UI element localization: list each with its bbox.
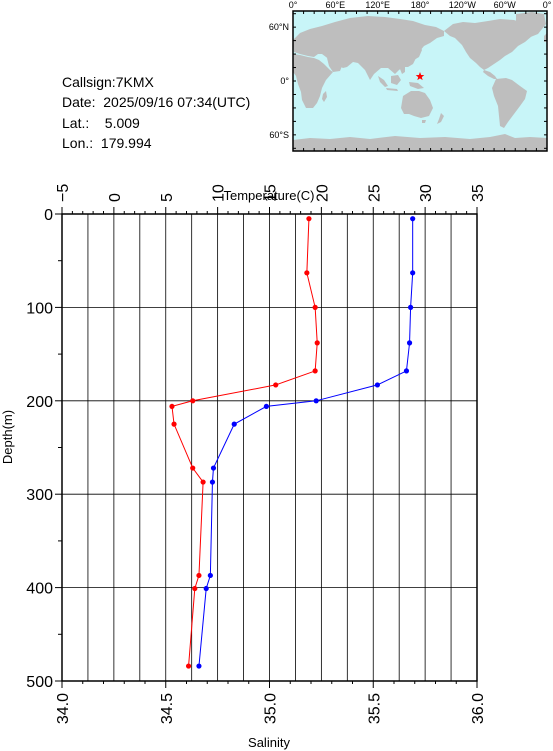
salinity-data-point (169, 403, 175, 410)
land-tasmania (422, 120, 426, 123)
land-north-america (444, 19, 534, 70)
temperature-profile-line (198, 218, 414, 667)
depth-axis-title: Depth(m) (0, 410, 15, 464)
land-new-zealand (437, 113, 444, 124)
land-java (386, 88, 398, 91)
land-arabia (327, 58, 342, 72)
land-south-america (492, 78, 527, 128)
series-layer (169, 216, 416, 669)
land-greenland (516, 12, 546, 38)
map-longitude-label: 0° (543, 0, 552, 10)
land-japan (412, 45, 422, 60)
temperature-data-point (410, 216, 416, 222)
station-star-icon (415, 72, 425, 81)
salinity-data-point (196, 572, 202, 579)
salinity-data-point (190, 398, 196, 404)
temperature-tick-label: 30 (418, 184, 435, 202)
depth-tick-labels: 0 100 200 300 400 500 (26, 207, 53, 691)
salinity-data-point (200, 479, 206, 485)
map-land (293, 12, 547, 151)
temperature-data-point (374, 382, 380, 388)
land-eurasia (293, 16, 444, 80)
chart-minor-ticks (55, 207, 478, 688)
map-longitude-label: 180° (411, 0, 430, 10)
temperature-data-point (403, 368, 410, 374)
land-africa (293, 54, 333, 108)
salinity-data-point (171, 421, 177, 427)
temperature-tick-label: 5 (159, 193, 176, 202)
temperature-tick-label: −5 (55, 184, 72, 202)
world-map: 0° 60°E 120°E 180° 120°W 60°W 0° 60°N 0° 60°S (269, 0, 552, 152)
salinity-tick-label: 34.5 (159, 693, 176, 724)
temperature-data-point (313, 398, 319, 404)
land-sumatra (378, 76, 388, 87)
salinity-data-point (314, 340, 320, 346)
callsign-label: Callsign:7KMX (62, 74, 154, 90)
temperature-tick-label: 20 (314, 184, 331, 202)
map-longitude-label: 120°E (365, 0, 390, 10)
depth-tick-label: 100 (26, 300, 53, 317)
map-longitude-label: 60°W (494, 0, 517, 10)
temperature-data-point (406, 340, 413, 346)
salinity-tick-label: 35.5 (366, 693, 383, 724)
map-labels: 0° 60°E 120°E 180° 120°W 60°W 0° 60°N 0° 60°S (269, 0, 552, 140)
temperature-data-point (209, 479, 216, 485)
map-longitude-label: 60°E (326, 0, 346, 10)
latitude-label: Lat.: 5.009 (62, 115, 140, 131)
profile-chart: −5 0 5 10 15 20 25 30 35 34.0 34.5 35.0 35.5 36.0 01… (0, 184, 487, 750)
map-latitude-label: 60°S (269, 130, 289, 140)
temperature-tick-label: 25 (366, 184, 383, 202)
map-latitude-label: 0° (280, 76, 289, 86)
salinity-tick-label: 35.0 (263, 693, 280, 724)
temperature-data-point (263, 403, 269, 410)
temperature-data-point (207, 572, 213, 579)
depth-tick-label: 200 (26, 394, 53, 411)
map-longitude-label: 120°W (449, 0, 477, 10)
temperature-tick-label: 10 (211, 184, 228, 202)
land-madagascar (322, 91, 327, 102)
temperature-data-point (203, 585, 209, 592)
land-new-guinea (409, 82, 424, 89)
temperature-data-point (410, 270, 416, 276)
salinity-data-point (190, 465, 196, 471)
salinity-tick-label: 36.0 (470, 693, 487, 724)
temperature-data-point (231, 421, 237, 427)
map-frame (292, 10, 548, 152)
land-borneo (391, 75, 401, 85)
depth-tick-label: 500 (26, 674, 53, 691)
salinity-data-point (312, 368, 318, 374)
temperature-tick-labels: −5 0 5 10 15 20 25 30 35 (55, 184, 487, 202)
salinity-data-point (304, 270, 310, 276)
salinity-profile-line (171, 218, 318, 667)
salinity-data-point (192, 585, 198, 592)
depth-tick-label: 300 (26, 487, 53, 504)
land-central-america (483, 70, 497, 79)
map-latitude-label: 60°N (269, 22, 289, 32)
temperature-data-point (408, 304, 414, 310)
salinity-axis-title: Salinity (248, 735, 290, 750)
salinity-tick-label: 34.0 (55, 693, 72, 724)
land-australia (401, 91, 433, 118)
salinity-data-point (306, 216, 312, 222)
chart-frame (61, 213, 478, 682)
depth-tick-label: 0 (44, 207, 53, 224)
temperature-data-point (210, 465, 217, 471)
map-longitude-label: 0° (289, 0, 298, 10)
land-philippines (400, 64, 405, 74)
temperature-tick-label: 0 (107, 193, 124, 202)
salinity-data-point (273, 382, 279, 388)
salinity-data-point (185, 663, 192, 669)
temperature-axis-title: Temperature(C) (223, 188, 314, 203)
date-label: Date: 2025/09/16 07:34(UTC) (62, 94, 251, 110)
temperature-data-point (196, 663, 202, 669)
salinity-tick-labels: 34.0 34.5 35.0 35.5 36.0 (55, 693, 487, 724)
temperature-tick-label: 35 (470, 184, 487, 202)
depth-tick-label: 400 (26, 581, 53, 598)
chart-grid (61, 214, 478, 681)
salinity-data-point (312, 304, 318, 310)
temperature-tick-label: 15 (263, 184, 280, 202)
longitude-label: Lon.: 179.994 (62, 135, 152, 151)
land-antarctica (293, 134, 547, 151)
